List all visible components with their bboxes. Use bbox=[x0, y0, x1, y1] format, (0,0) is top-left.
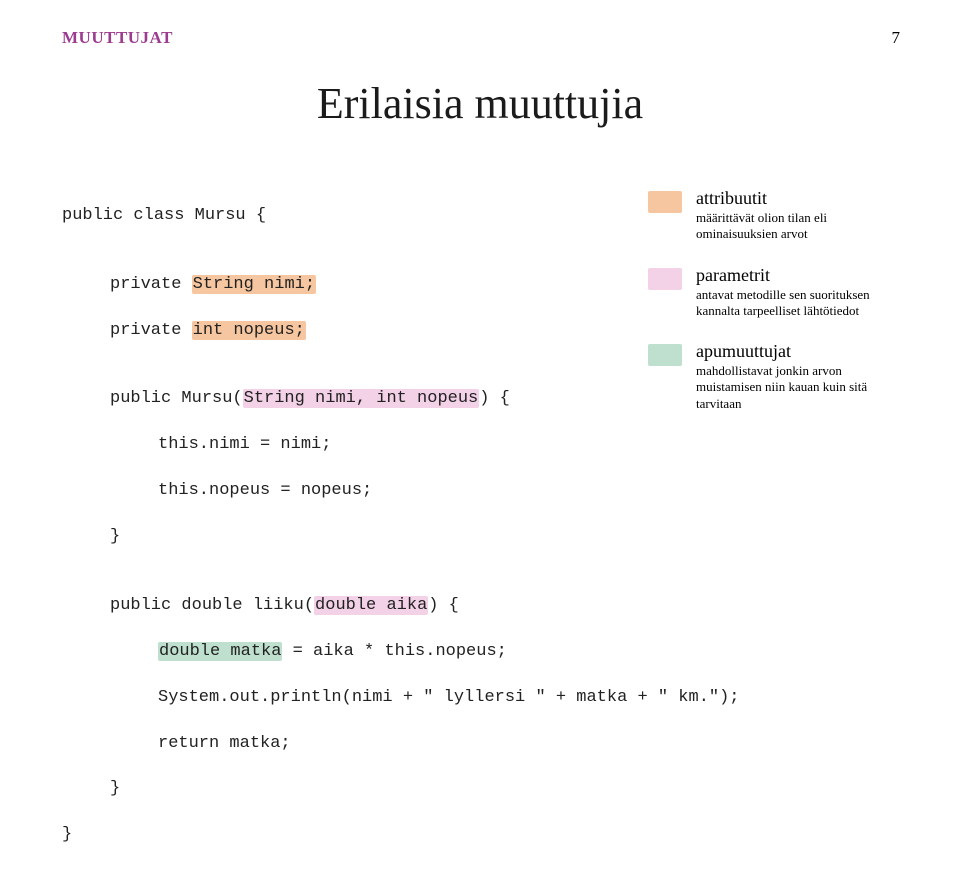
slide-title: Erilaisia muuttujia bbox=[0, 78, 960, 129]
code-line: public Mursu(String nimi, int nopeus) { bbox=[62, 388, 740, 411]
code-line: this.nimi = nimi; bbox=[62, 434, 740, 457]
header-bar: MUUTTUJAT 7 bbox=[62, 28, 960, 48]
legend: attribuutit määrittävät olion tilan eli … bbox=[648, 188, 908, 434]
legend-title: parametrit bbox=[696, 265, 908, 286]
highlight-param: String nimi, int nopeus bbox=[243, 389, 480, 408]
legend-item: apumuuttujat mahdollistavat jonkin arvon… bbox=[648, 341, 908, 412]
code-line: double matka = aika * this.nopeus; bbox=[62, 641, 740, 664]
code-line: } bbox=[62, 824, 740, 847]
page-number: 7 bbox=[892, 28, 960, 48]
legend-title: apumuuttujat bbox=[696, 341, 908, 362]
code-line: return matka; bbox=[62, 733, 740, 756]
legend-text: parametrit antavat metodille sen suoritu… bbox=[696, 265, 908, 320]
code-line: public double liiku(double aika) { bbox=[62, 595, 740, 618]
legend-desc: määrittävät olion tilan eli ominaisuuksi… bbox=[696, 210, 908, 243]
legend-text: apumuuttujat mahdollistavat jonkin arvon… bbox=[696, 341, 908, 412]
legend-swatch-attr bbox=[648, 191, 682, 213]
legend-text: attribuutit määrittävät olion tilan eli … bbox=[696, 188, 908, 243]
code-line: System.out.println(nimi + " lyllersi " +… bbox=[62, 687, 740, 710]
code-line: public class Mursu { bbox=[62, 205, 740, 228]
code-line: private int nopeus; bbox=[62, 320, 740, 343]
highlight-local: double matka bbox=[158, 642, 282, 661]
legend-title: attribuutit bbox=[696, 188, 908, 209]
code-block: public class Mursu { private String nimi… bbox=[62, 182, 740, 870]
legend-item: attribuutit määrittävät olion tilan eli … bbox=[648, 188, 908, 243]
highlight-param: double aika bbox=[314, 596, 428, 615]
code-line: private String nimi; bbox=[62, 274, 740, 297]
legend-desc: mahdollistavat jonkin arvon muistamisen … bbox=[696, 363, 908, 412]
code-line: this.nopeus = nopeus; bbox=[62, 480, 740, 503]
header-label: MUUTTUJAT bbox=[62, 28, 173, 48]
legend-swatch-local bbox=[648, 344, 682, 366]
legend-item: parametrit antavat metodille sen suoritu… bbox=[648, 265, 908, 320]
highlight-attr: String nimi; bbox=[192, 275, 316, 294]
legend-desc: antavat metodille sen suorituksen kannal… bbox=[696, 287, 908, 320]
legend-swatch-param bbox=[648, 268, 682, 290]
highlight-attr: int nopeus; bbox=[192, 321, 306, 340]
code-line: } bbox=[62, 778, 740, 801]
code-line: } bbox=[62, 526, 740, 549]
